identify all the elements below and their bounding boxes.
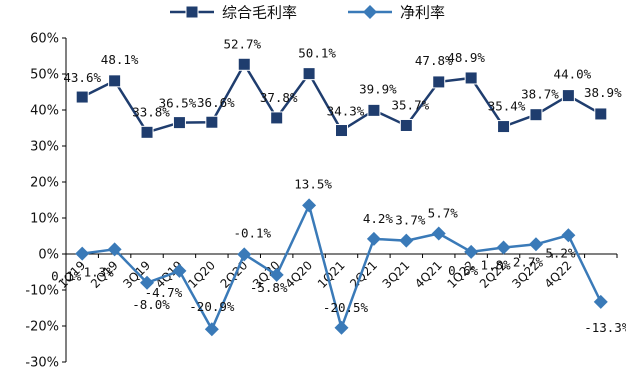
y-tick-label: 40%: [30, 104, 59, 119]
net-margin-point: [431, 226, 446, 241]
gross-margin-point: [237, 57, 251, 71]
net-margin-data-label: 0.1%: [51, 269, 82, 284]
gross-margin-point: [335, 124, 348, 138]
net-margin-data-label: -20.9%: [189, 299, 235, 314]
net-margin-data-label: 4.2%: [363, 211, 394, 226]
gross-margin-data-label: 48.9%: [447, 50, 485, 65]
net-margin-point: [561, 228, 576, 243]
x-tick-label: 4Q21: [412, 258, 445, 291]
net-margin-point: [269, 267, 284, 282]
x-tick-label: 1Q20: [185, 258, 218, 291]
net-margin-point: [204, 322, 219, 337]
net-margin-point: [593, 294, 608, 309]
gross-margin-data-label: 38.9%: [584, 85, 622, 100]
net-margin-point: [172, 263, 187, 278]
net-margin-data-label: -4.7%: [145, 285, 183, 300]
gross-margin-point: [561, 89, 575, 103]
gross-margin-data-label: 35.7%: [392, 97, 430, 112]
y-tick-label: 50%: [30, 68, 59, 83]
net-margin-data-label: 3.7%: [395, 213, 426, 228]
net-margin-data-label: 2.7%: [513, 254, 544, 269]
gross-margin-point: [302, 67, 316, 81]
y-tick-label: 30%: [30, 140, 59, 155]
net-margin-point: [237, 247, 252, 262]
x-tick-label: 2Q21: [347, 258, 380, 291]
gross-margin-data-label: 48.1%: [101, 52, 139, 67]
y-tick-label: 60%: [30, 32, 59, 47]
gross-margin-point: [270, 111, 284, 125]
series-layer: [75, 57, 608, 337]
net-margin-data-label: 5.7%: [428, 205, 459, 220]
gross-margin-data-label: 43.6%: [63, 70, 101, 85]
gross-margin-legend-marker: [185, 5, 199, 19]
gross-margin-point: [399, 118, 413, 132]
gross-margin-point: [529, 108, 543, 122]
gross-margin-data-label: 50.1%: [298, 46, 336, 61]
y-tick-label: -30%: [25, 356, 59, 370]
net-margin-point: [528, 237, 543, 252]
gross-margin-data-label: 33.8%: [132, 104, 170, 119]
net-margin-point: [140, 275, 155, 290]
y-tick-label: -10%: [25, 284, 59, 299]
gross-margin-legend-label: 综合毛利率: [222, 4, 297, 22]
net-margin-point: [334, 320, 349, 335]
net-margin-data-label: 5.2%: [545, 245, 576, 260]
gross-margin-data-label: 37.8%: [260, 90, 298, 105]
net-margin-point: [366, 231, 381, 246]
gross-margin-point: [367, 103, 381, 117]
net-margin-data-label: 1.3%: [84, 264, 115, 279]
net-margin-data-label: -13.3%: [584, 320, 626, 335]
gross-margin-data-label: 38.7%: [521, 87, 559, 102]
gross-margin-data-label: 34.3%: [327, 104, 365, 119]
gross-margin-point: [75, 90, 89, 104]
gross-margin-data-label: 39.9%: [359, 81, 397, 96]
y-tick-label: 10%: [30, 212, 59, 227]
net-margin-data-label: 1.8%: [481, 258, 512, 273]
net-margin-data-label: 13.5%: [294, 176, 332, 191]
y-tick-label: 20%: [30, 176, 59, 191]
gross-margin-point: [594, 107, 608, 121]
gross-margin-point: [140, 125, 154, 139]
gross-margin-point: [497, 120, 511, 134]
net-margin-point: [75, 246, 90, 261]
net-margin-data-label: -20.5%: [323, 300, 369, 315]
net-margin-point: [464, 244, 479, 259]
x-tick-label: 4Q22: [542, 258, 575, 291]
gross-margin-point: [464, 71, 478, 85]
gross-margin-data-label: 36.6%: [197, 95, 235, 110]
net-margin-data-label: 0.6%: [448, 263, 479, 278]
gross-margin-data-label: 44.0%: [554, 67, 592, 82]
net-margin-data-label: -5.8%: [250, 280, 288, 295]
net-margin-point: [107, 242, 122, 257]
gross-margin-data-label: 36.5%: [159, 96, 197, 111]
gross-margin-point: [172, 116, 186, 130]
gross-margin-data-label: 35.4%: [488, 99, 526, 114]
net-margin-point: [302, 198, 317, 213]
net-margin-data-label: -8.0%: [132, 297, 170, 312]
net-margin-point: [496, 240, 511, 255]
y-tick-label: -20%: [25, 320, 59, 335]
net-margin-legend-label: 净利率: [400, 4, 445, 22]
gross-margin-data-label: 52.7%: [223, 36, 261, 51]
gross-margin-data-label: 47.8%: [415, 53, 453, 68]
data-labels: 43.6%48.1% 33.8%36.5% 36.6% 52.7% 37.8% 50.1%…: [51, 36, 626, 335]
net-margin-legend-marker: [363, 5, 377, 19]
y-tick-label: 0%: [38, 248, 59, 263]
x-tick-label: 3Q21: [380, 258, 413, 291]
x-tick-label: 2Q20: [218, 258, 251, 291]
net-margin-data-label: -0.1%: [233, 225, 271, 240]
gross-margin-point: [205, 115, 219, 129]
gross-margin-point: [432, 75, 446, 89]
gross-margin-point: [108, 74, 122, 88]
net-margin-point: [399, 233, 414, 248]
legend: 综合毛利率 净利率: [170, 4, 445, 22]
